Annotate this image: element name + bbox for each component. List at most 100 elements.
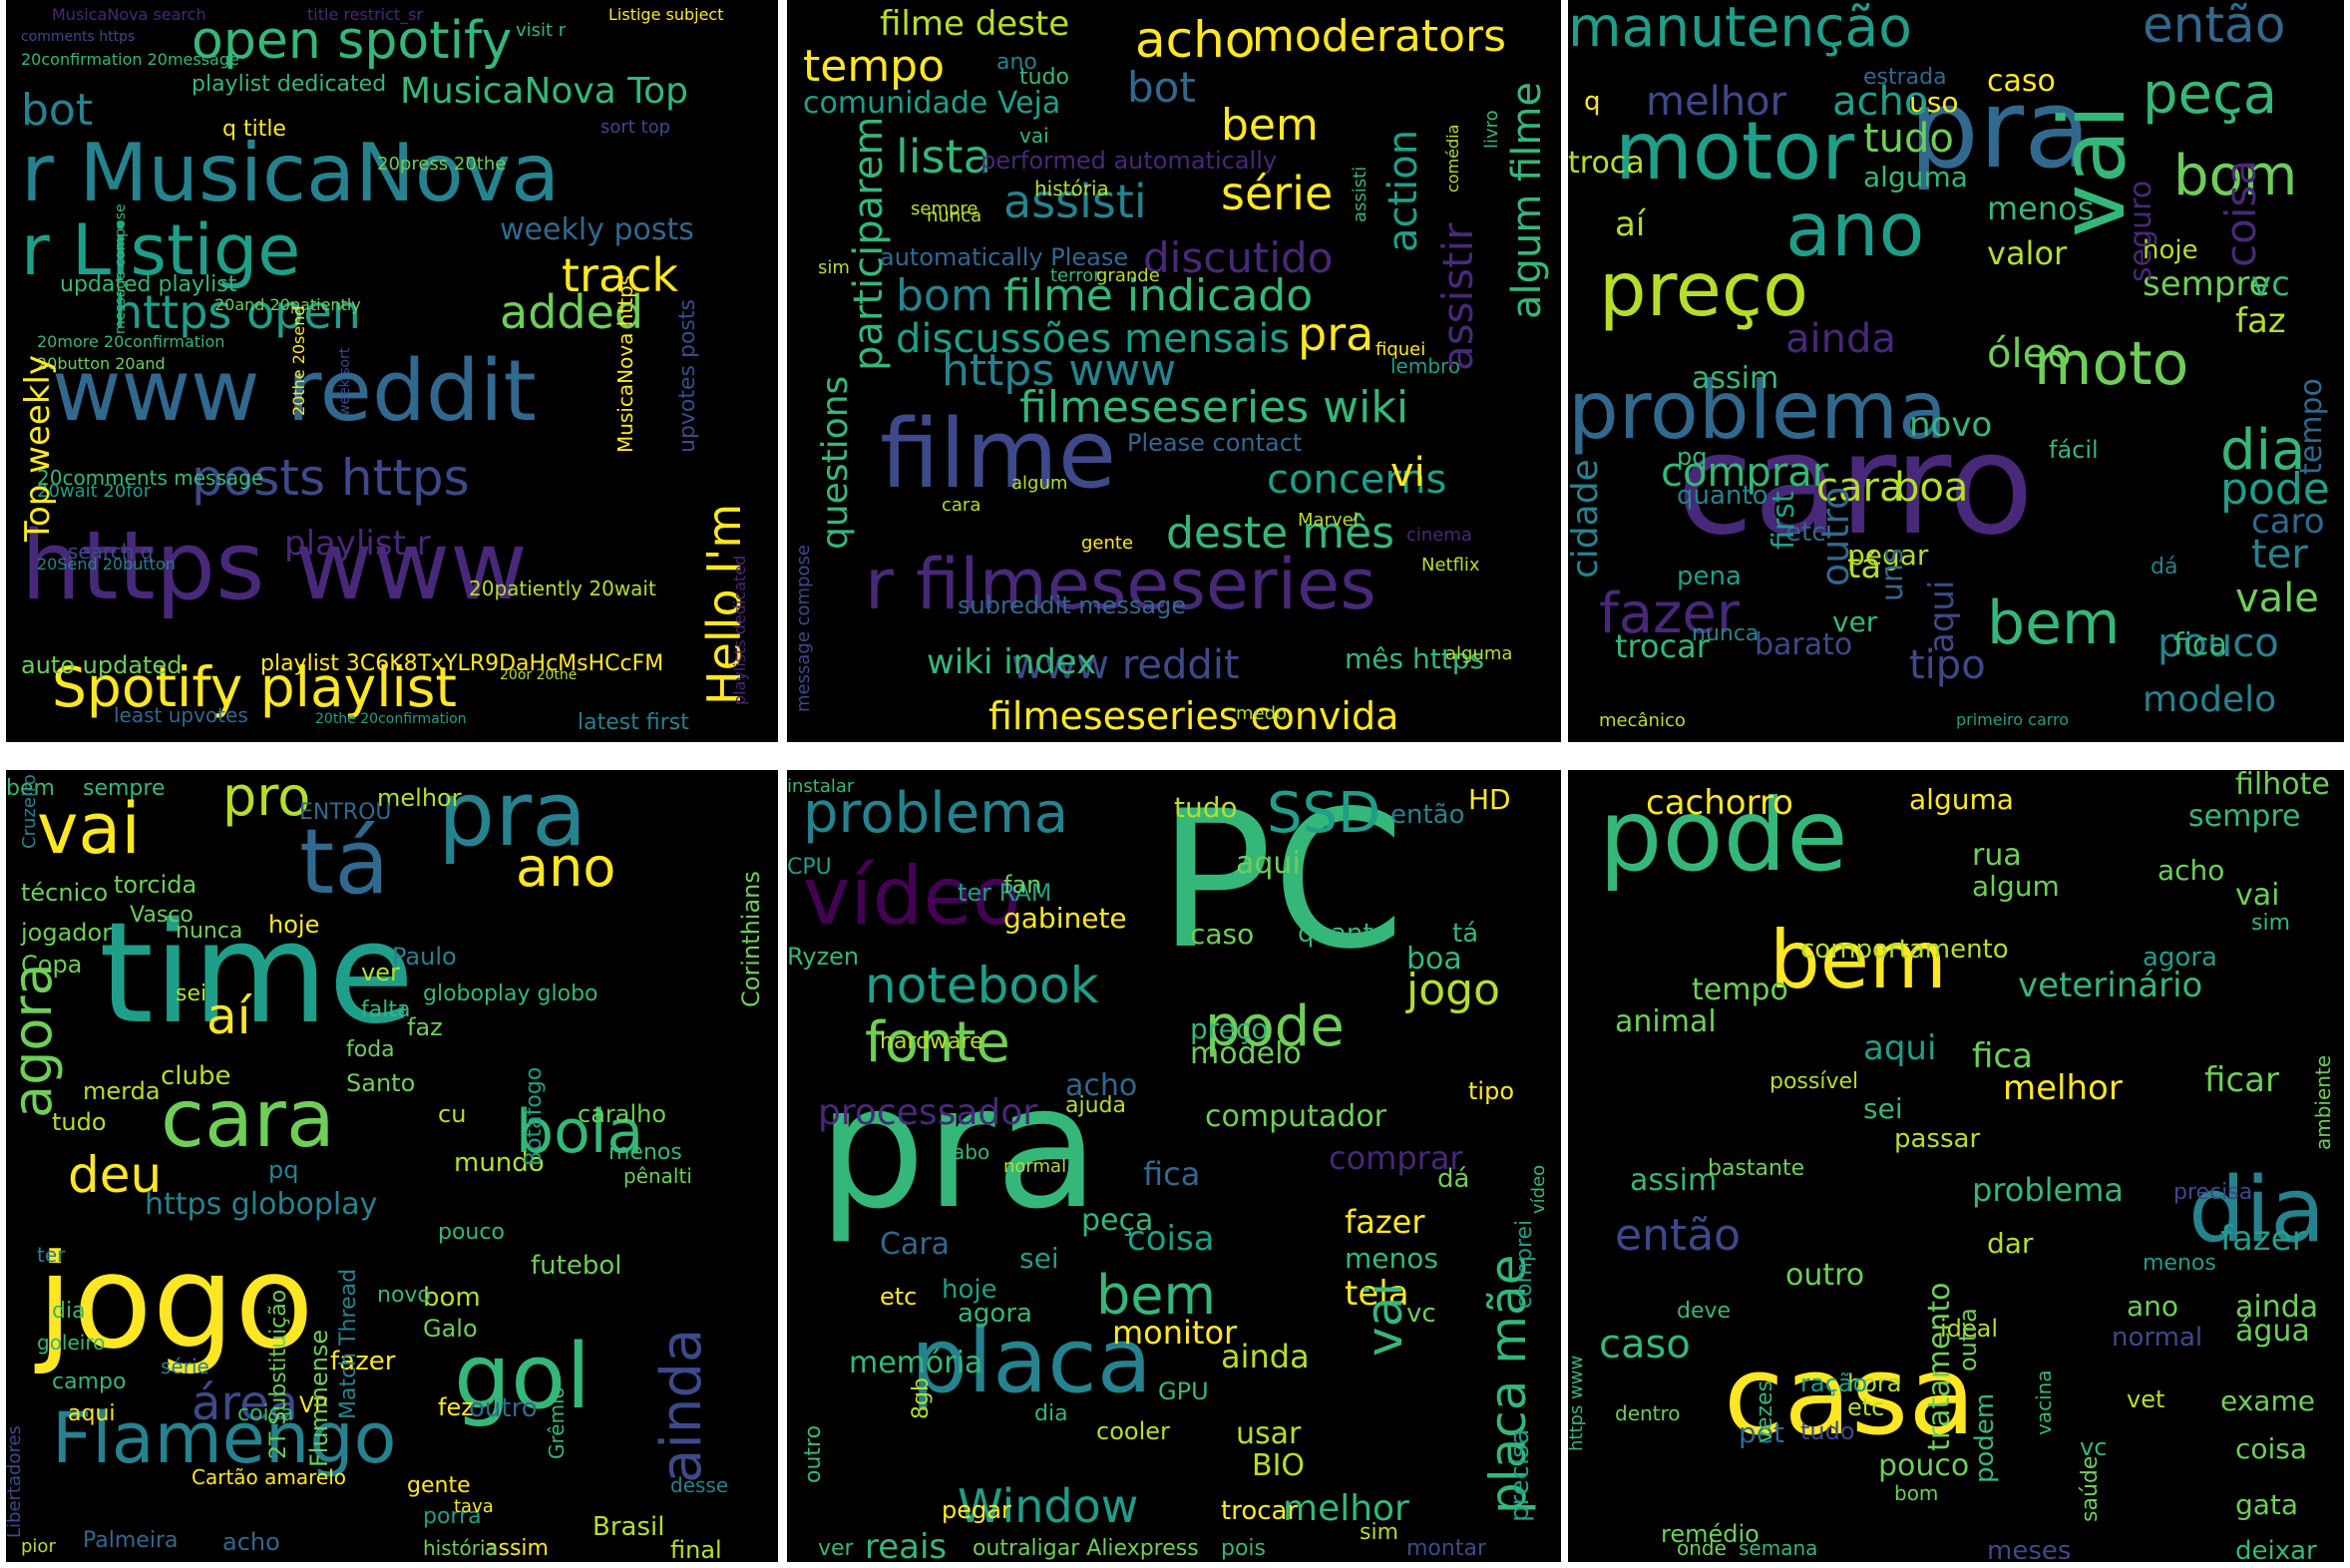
cloud-word: boa: [1894, 465, 1969, 511]
cloud-word: Copa: [21, 951, 83, 979]
cloud-word: saúde: [2078, 1455, 2103, 1522]
cloud-word: pode: [1205, 994, 1345, 1059]
cloud-word: message compose: [113, 203, 129, 334]
cloud-word: week sort: [337, 347, 353, 416]
cloud-word: melhor: [1646, 79, 1786, 125]
cloud-word: pra: [1909, 65, 2092, 193]
cloud-word: vai: [1356, 1282, 1413, 1357]
cloud-word: fica: [2173, 627, 2227, 662]
cloud-word: 2T Substituição: [266, 1289, 291, 1459]
cloud-word: vc: [1406, 1299, 1436, 1329]
cloud-word: motor: [1615, 105, 1855, 197]
cloud-word: PC: [1158, 770, 1405, 990]
cloud-word: https www: [21, 512, 528, 621]
cloud-word: melhor: [377, 784, 462, 812]
cloud-word: filme: [880, 400, 1117, 510]
cloud-word: assistir: [1433, 222, 1482, 371]
cloud-word: track: [562, 248, 679, 302]
cloud-word: ENTROU: [299, 800, 392, 825]
cloud-word: acho: [2157, 854, 2225, 887]
cloud-word: acho: [1832, 79, 1929, 125]
cloud-word: faz: [407, 1013, 443, 1041]
cloud-word: 20confirmation 20message: [21, 50, 239, 69]
cloud-word: outro: [801, 1424, 826, 1483]
cloud-word: gente: [1081, 533, 1134, 554]
cloud-word: tela: [1345, 1274, 1409, 1314]
cloud-word: gata: [2235, 1488, 2299, 1521]
cloud-word: performed automatically: [980, 147, 1278, 175]
cloud-word: fácil: [2049, 436, 2099, 464]
cloud-word: time: [99, 893, 415, 1055]
cloud-word: Ryzen: [787, 943, 860, 971]
cloud-word: semana: [1739, 1536, 1818, 1560]
cloud-word: pro: [222, 770, 311, 828]
cloud-word: valor: [1987, 234, 2068, 272]
cloud-word: Santo: [346, 1069, 416, 1097]
cloud-word: vai: [1019, 124, 1049, 148]
cloud-word: algum: [1972, 870, 2060, 903]
cloud-word: fica: [1143, 1155, 1201, 1193]
cloud-word: 20button 20and: [37, 354, 166, 373]
cloud-word: água: [2235, 1314, 2310, 1349]
cloud-word: goleiro: [37, 1331, 106, 1355]
cloud-word: sei: [1019, 1242, 1059, 1275]
cloud-word: aqui: [1863, 1028, 1937, 1068]
cloud-word: ano: [1785, 186, 1925, 273]
cloud-word: vacina: [2032, 1370, 2056, 1435]
cloud-word: caro: [2251, 502, 2325, 542]
cloud-word: deste mês: [1166, 508, 1395, 559]
cloud-word: veterinário: [2018, 966, 2203, 1005]
cloud-word: ter: [2251, 532, 2308, 578]
cloud-word: final: [670, 1536, 722, 1562]
cloud-word: 20press 20the: [377, 154, 507, 175]
cloud-word: fazer: [2220, 1219, 2306, 1259]
cloud-word: dar: [1987, 1227, 2034, 1260]
cloud-word: https open: [114, 285, 361, 339]
cloud-word: fiquei: [1375, 339, 1426, 360]
wordcloud-panel-5: PC pra placa vídeo problema SSD notebook fonte p…: [787, 770, 1561, 1562]
cloud-word: desse: [670, 1473, 729, 1497]
cloud-word: menos: [2143, 1251, 2216, 1276]
cloud-word: vídeo: [1528, 1164, 1549, 1214]
cloud-word: terror: [1050, 265, 1101, 286]
cloud-word: hora: [1847, 1370, 1902, 1397]
cloud-word: rua: [1972, 838, 2022, 873]
cloud-word: Flamengo: [52, 1397, 397, 1479]
cloud-word: vi: [1390, 450, 1425, 496]
cloud-word: assim: [1630, 1163, 1718, 1198]
cloud-word: vai: [37, 788, 141, 870]
cloud-word: vc: [2251, 264, 2290, 304]
cloud-word: Fluminense: [305, 1329, 333, 1467]
cloud-word: dia: [2220, 418, 2306, 483]
cloud-word: pena: [1677, 562, 1742, 591]
cloud-word: então: [1390, 800, 1465, 830]
cloud-word: fica: [1972, 1036, 2033, 1076]
cloud-word: ainda: [649, 1328, 714, 1483]
cloud-word: VP: [299, 1393, 328, 1418]
cloud-word: tempo: [803, 41, 946, 92]
cloud-word: playlist dedicated: [192, 72, 387, 97]
cloud-word: comunidade Veja: [803, 86, 1061, 121]
cloud-word: preço: [1599, 245, 1809, 333]
cloud-word: então: [1615, 1210, 1742, 1261]
cloud-word: deixar: [2235, 1536, 2317, 1562]
cloud-word: aí: [1615, 204, 1646, 244]
cloud-word: 20or 20the: [500, 667, 578, 683]
cloud-word: hoje: [2143, 235, 2198, 265]
cloud-word: problema: [1972, 1171, 2125, 1209]
cloud-word: Netflix: [1421, 555, 1480, 576]
cloud-word: foda: [346, 1037, 395, 1062]
cloud-word: wiki index: [927, 642, 1097, 682]
cloud-word: coisa: [2216, 159, 2265, 267]
cloud-word: tempo: [2294, 378, 2329, 475]
cloud-word: passar: [1894, 1124, 1981, 1154]
cloud-word: barato: [1755, 627, 1853, 662]
cloud-word: pra: [438, 770, 588, 867]
cloud-word: cu: [438, 1100, 467, 1128]
cloud-word: q title: [222, 117, 286, 142]
cloud-word: ter RAM: [958, 879, 1052, 907]
cloud-word: filhote: [2235, 770, 2330, 802]
cloud-word: instalar: [787, 776, 855, 797]
cloud-word: aqui: [1236, 846, 1301, 881]
